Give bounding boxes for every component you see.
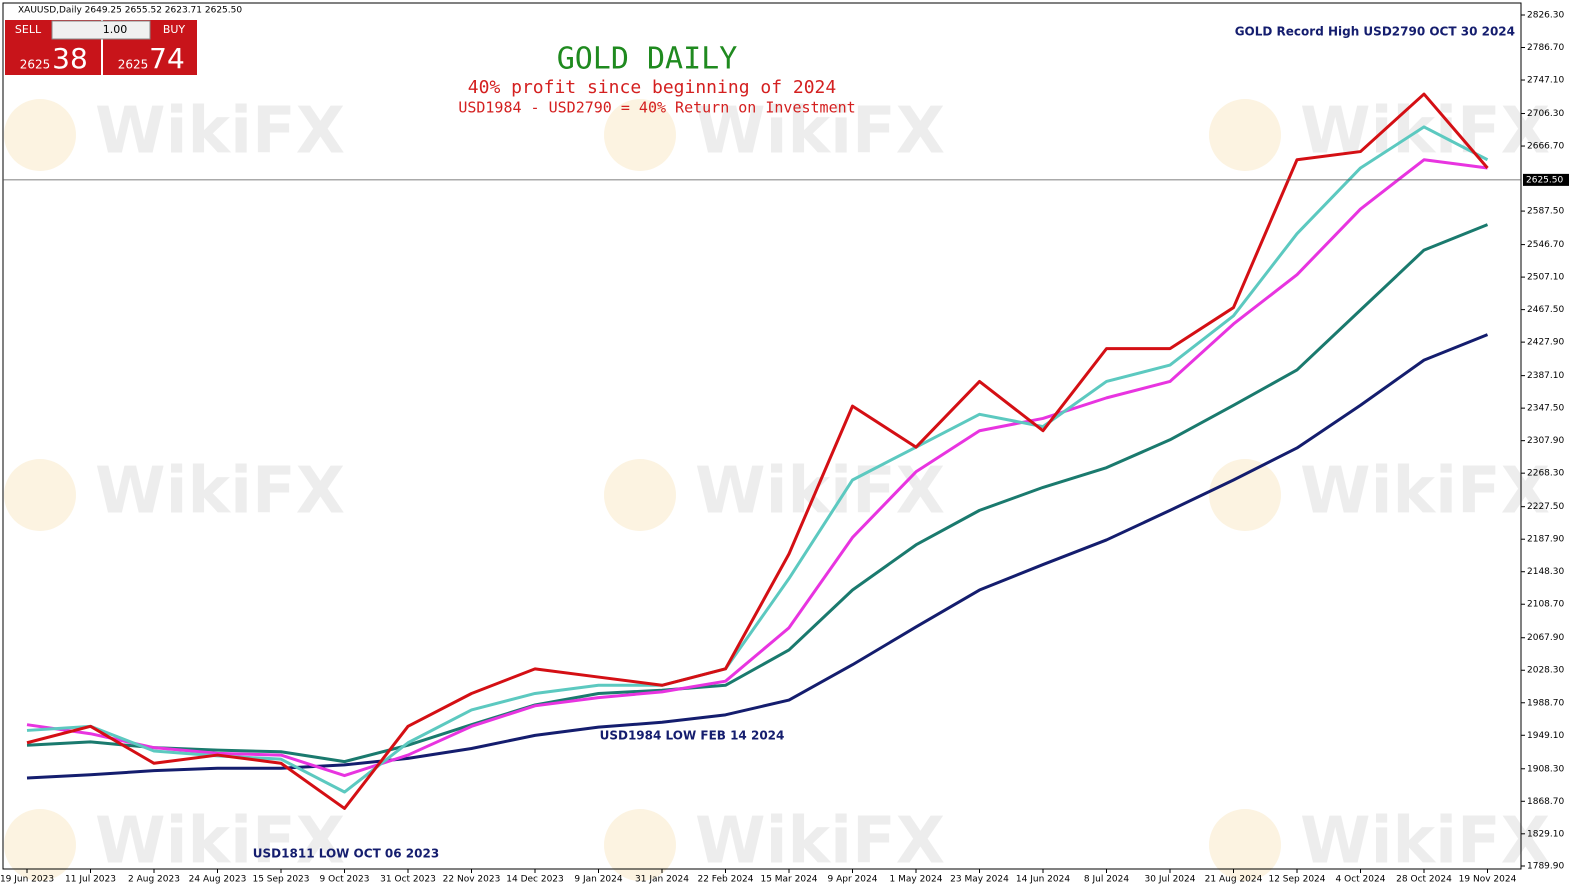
- y-tick-label: 2546.70: [1527, 240, 1564, 250]
- x-tick-label: 15 Sep 2023: [252, 875, 309, 885]
- y-tick-label: 2148.30: [1527, 567, 1564, 577]
- annotation: USD1811 LOW OCT 06 2023: [253, 847, 439, 861]
- x-tick-label: 30 Jul 2024: [1145, 875, 1196, 885]
- watermark: WikiFX: [695, 805, 945, 879]
- x-tick-label: 8 Jul 2024: [1084, 875, 1129, 885]
- y-tick-label: 2706.30: [1527, 109, 1564, 119]
- x-tick-label: 11 Jul 2023: [65, 875, 116, 885]
- x-tick-label: 1 May 2024: [890, 875, 943, 885]
- buy-price-pips: 74: [149, 42, 185, 75]
- sell-label: SELL: [15, 23, 42, 36]
- x-tick-label: 28 Oct 2024: [1396, 875, 1452, 885]
- x-tick-label: 12 Sep 2024: [1268, 875, 1325, 885]
- watermark-logo: [604, 99, 676, 171]
- y-tick-label: 2108.70: [1527, 600, 1564, 610]
- watermark: WikiFX: [695, 95, 945, 169]
- watermark-logo: [1209, 99, 1281, 171]
- y-tick-label: 2467.50: [1527, 305, 1564, 315]
- watermark-logo: [4, 99, 76, 171]
- series-line: [26, 92, 1489, 810]
- watermark: WikiFX: [1300, 805, 1550, 879]
- series-line: [26, 158, 1488, 778]
- x-tick-label: 23 May 2024: [950, 875, 1009, 885]
- y-tick-label: 1988.70: [1527, 698, 1564, 708]
- series-line: [26, 223, 1489, 764]
- lot-box[interactable]: [51, 20, 151, 40]
- symbol-header: XAUUSD,Daily 2649.25 2655.52 2623.71 262…: [18, 6, 242, 16]
- x-tick-label: 4 Oct 2024: [1336, 875, 1386, 885]
- annotation: GOLD Record High USD2790 OCT 30 2024: [1235, 25, 1515, 39]
- y-tick-label: 2387.10: [1527, 371, 1564, 381]
- watermark-logo: [604, 809, 676, 881]
- lot-size: 1.00: [103, 23, 128, 36]
- x-tick-label: 9 Apr 2024: [828, 875, 878, 885]
- series-line: [26, 125, 1489, 794]
- watermark-logo: [4, 459, 76, 531]
- trade-panel: SELL BUY 1.00 2625 38 2625 74: [5, 20, 197, 75]
- x-tick-label: 2 Aug 2023: [128, 875, 180, 885]
- y-tick-label: 2786.70: [1527, 43, 1564, 53]
- y-tick-label: 2587.50: [1527, 207, 1564, 217]
- watermark: WikiFX: [95, 95, 345, 169]
- y-tick-label: 1908.30: [1527, 764, 1564, 774]
- plot-frame: [2, 2, 1522, 870]
- series-line: [26, 333, 1489, 780]
- y-tick-label: 2028.30: [1527, 666, 1564, 676]
- x-tick-label: 22 Nov 2023: [443, 875, 501, 885]
- watermark: WikiFX: [95, 805, 345, 879]
- chart-title: GOLD DAILY: [557, 42, 738, 77]
- watermark-logo: [1209, 459, 1281, 531]
- y-tick-label: 2747.10: [1527, 76, 1564, 86]
- watermark-logo: [4, 809, 76, 881]
- y-tick-label: 2666.70: [1527, 142, 1564, 152]
- y-tick-label: 2347.50: [1527, 404, 1564, 414]
- y-tick-label: 1868.70: [1527, 797, 1564, 807]
- x-tick-label: 24 Aug 2023: [189, 875, 247, 885]
- watermark: WikiFX: [1300, 95, 1550, 169]
- y-tick-label: 2067.90: [1527, 633, 1564, 643]
- current-price-label: 2625.50: [1526, 175, 1563, 185]
- sell-price-pips: 38: [52, 42, 88, 75]
- x-tick-label: 19 Jun 2023: [0, 875, 54, 885]
- current-price-box: [1523, 173, 1569, 186]
- x-tick-label: 19 Nov 2024: [1459, 875, 1517, 885]
- y-tick-label: 2507.10: [1527, 273, 1564, 283]
- buy-label: BUY: [163, 23, 186, 36]
- y-tick-label: 1789.90: [1527, 862, 1564, 872]
- buy-price: 2625: [118, 58, 149, 72]
- watermarks: WikiFX WikiFX WikiFX WikiFX WikiFX WikiFX Wiki…: [4, 95, 1550, 881]
- x-tick-label: 14 Jun 2024: [1016, 875, 1070, 885]
- chart-subtitle: 40% profit since beginning of 2024: [468, 77, 836, 98]
- y-tick-label: 1949.10: [1527, 731, 1564, 741]
- x-tick-label: 9 Oct 2023: [320, 875, 370, 885]
- x-tick-label: 14 Dec 2023: [506, 875, 564, 885]
- y-tick-label: 2227.50: [1527, 502, 1564, 512]
- watermark-logo: [1209, 809, 1281, 881]
- x-tick-label: 31 Oct 2023: [380, 875, 436, 885]
- y-tick-label: 2187.90: [1527, 535, 1564, 545]
- x-tick-label: 21 Aug 2024: [1205, 875, 1263, 885]
- watermark: WikiFX: [95, 455, 345, 529]
- watermark-logo: [604, 459, 676, 531]
- sell-price: 2625: [20, 58, 51, 72]
- chart-subtitle: USD1984 - USD2790 = 40% Return on Invest…: [458, 99, 855, 117]
- annotation: USD1984 LOW FEB 14 2024: [600, 729, 785, 743]
- x-tick-label: 22 Feb 2024: [697, 875, 753, 885]
- x-tick-label: 9 Jan 2024: [574, 875, 622, 885]
- watermark: WikiFX: [1300, 455, 1550, 529]
- x-tick-label: 15 Mar 2024: [760, 875, 817, 885]
- y-tick-label: 2427.90: [1527, 338, 1564, 348]
- y-tick-label: 2826.30: [1527, 11, 1564, 21]
- y-tick-label: 2268.30: [1527, 469, 1564, 479]
- y-tick-label: 1829.10: [1527, 829, 1564, 839]
- x-tick-label: 31 Jan 2024: [635, 875, 689, 885]
- y-tick-label: 2307.90: [1527, 436, 1564, 446]
- watermark: WikiFX: [695, 455, 945, 529]
